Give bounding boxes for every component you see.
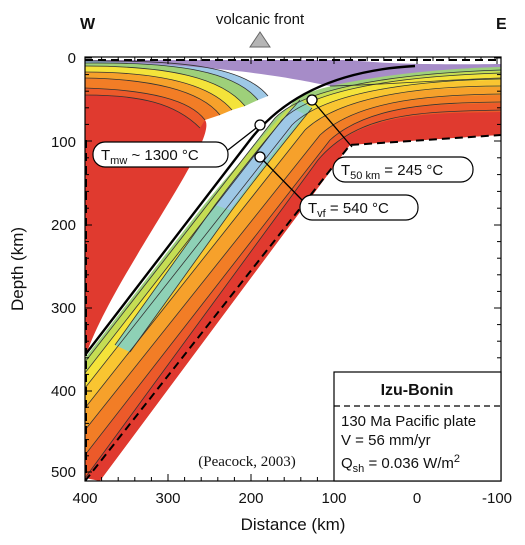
east-label: E: [496, 16, 507, 33]
slab-band-hot: [85, 110, 501, 481]
slab-surface-line: [85, 64, 416, 356]
slab-50km-point: [306, 94, 318, 106]
plate-age-text: 130 Ma Pacific plate: [341, 413, 476, 430]
wedge-band-orange-red: [85, 88, 205, 128]
x-tick-labels: 400 300 200 100 0 -100: [72, 490, 512, 507]
model-parameters-title: Izu-Bonin: [381, 382, 454, 399]
west-label: W: [80, 16, 96, 33]
x-tick-label: 0: [413, 490, 421, 507]
convergence-rate-text: V = 56 mm/yr: [341, 432, 431, 449]
x-axis-title: Distance (km): [241, 515, 346, 534]
y-tick-label: 300: [51, 300, 76, 317]
callout-leader-volcanic-front: [259, 156, 303, 201]
x-tick-label: 100: [321, 490, 346, 507]
y-tick-label: 100: [51, 134, 76, 151]
x-tick-label: 200: [238, 490, 263, 507]
y-tick-label: 500: [51, 464, 76, 481]
x-tick-label: 400: [72, 490, 97, 507]
callout-box-volcanic-front: [299, 194, 419, 221]
wedge-band-orange: [85, 78, 220, 120]
plot-frame: [84, 56, 502, 482]
y-tick-label: 400: [51, 383, 76, 400]
y-tick-label: 200: [51, 217, 76, 234]
callout-box-50km: [332, 156, 474, 183]
mantle-wedge-point: [254, 119, 266, 131]
callout-leader-mantle-wedge: [227, 124, 261, 151]
isotherm-contours: [85, 60, 501, 479]
x-tick-label: -100: [482, 490, 512, 507]
slab-band-light-orange: [85, 86, 501, 430]
citation: (Peacock, 2003): [198, 454, 295, 470]
callout-leader-50km: [311, 99, 353, 148]
x-tick-label: 300: [155, 490, 180, 507]
wedge-band-light-orange: [85, 72, 232, 115]
y-tick-label: 0: [68, 50, 76, 67]
shear-heating-text: Qsh = 0.036 W/m2: [341, 453, 460, 475]
callout-box-mantle-wedge: [92, 141, 229, 168]
callout-50km-text: T50 km = 245 °C: [341, 162, 443, 182]
y-axis-title: Depth (km): [8, 227, 27, 311]
wedge-band-green: [85, 62, 258, 106]
callout-volcanic-front-text: Tvf = 540 °C: [308, 200, 389, 220]
wedge-band-yellow: [85, 66, 245, 110]
volcanic-front-triangle-icon: [249, 31, 271, 48]
callout-mantle-wedge-text: Tmw ~ 1300 °C: [101, 147, 199, 167]
volcanic-front-label: volcanic front: [216, 11, 305, 28]
y-tick-labels: 0 100 200 300 400 500: [51, 50, 76, 481]
model-parameters-box: Izu-Bonin 130 Ma Pacific plate V = 56 mm…: [333, 371, 502, 482]
volcanic-front-point: [254, 151, 266, 163]
